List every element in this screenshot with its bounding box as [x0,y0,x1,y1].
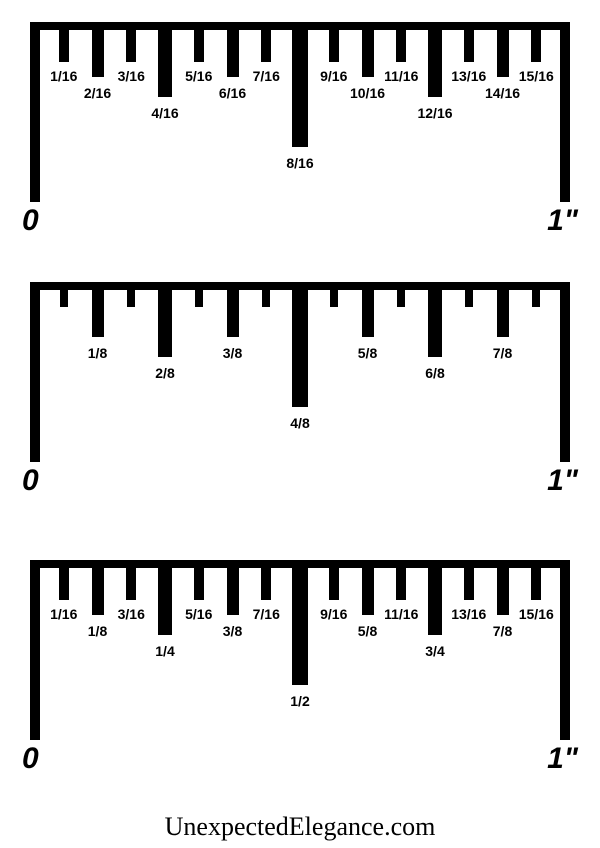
tick-label: 10/16 [350,85,385,101]
tick [464,22,474,62]
tick [396,22,406,62]
tick [428,22,442,97]
end-tick-left [30,282,40,462]
minor-tick [60,282,68,307]
end-label-left: 0 [22,742,39,776]
tick-label: 5/16 [185,606,212,622]
tick [464,560,474,600]
tick-label: 3/16 [118,68,145,84]
tick-label: 1/16 [50,68,77,84]
tick-label: 7/8 [493,345,512,361]
tick-label: 7/8 [493,623,512,639]
footer-credit: UnexpectedElegance.com [0,812,600,842]
tick-label: 8/16 [286,155,313,171]
end-tick-right [560,560,570,740]
tick-label: 13/16 [451,606,486,622]
end-tick-right [560,22,570,202]
tick-label: 14/16 [485,85,520,101]
end-tick-right [560,282,570,462]
minor-tick [262,282,270,307]
tick-label: 1/2 [290,693,309,709]
tick-label: 1/4 [155,643,174,659]
tick-label: 3/4 [425,643,444,659]
tick [497,560,509,615]
ruler-3: 1/16 1/8 3/16 1/4 5/16 3/8 7/16 1/2 9/16 5/8 11/16… [30,560,570,770]
end-label-left: 0 [22,204,39,238]
tick-label: 4/16 [151,105,178,121]
tick [126,560,136,600]
tick [362,560,374,615]
tick [194,22,204,62]
tick-label: 12/16 [417,105,452,121]
tick [59,22,69,62]
tick [158,560,172,635]
end-label-right: 1" [547,742,578,776]
tick-label: 15/16 [519,606,554,622]
minor-tick [330,282,338,307]
end-tick-left [30,22,40,202]
tick [227,22,239,77]
tick-label: 9/16 [320,68,347,84]
tick-label: 11/16 [384,68,418,84]
tick-label: 3/8 [223,623,242,639]
tick [497,282,509,337]
tick [428,282,442,357]
ruler-2: 1/82/83/84/85/86/87/801" [30,282,570,492]
end-label-right: 1" [547,204,578,238]
tick [497,22,509,77]
tick-label: 1/8 [88,345,107,361]
tick [292,560,308,685]
tick-label: 7/16 [253,68,280,84]
ruler-1: 1/16 2/16 3/16 4/16 5/16 6/16 7/16 8/16 9/1610/1… [30,22,570,232]
minor-tick [127,282,135,307]
tick [59,560,69,600]
tick-label: 6/8 [425,365,444,381]
tick [396,560,406,600]
tick [329,22,339,62]
tick [92,560,104,615]
tick [362,22,374,77]
tick [261,22,271,62]
tick-label: 3/8 [223,345,242,361]
tick [292,22,308,147]
tick [261,560,271,600]
tick-label: 5/8 [358,345,377,361]
end-label-left: 0 [22,464,39,498]
tick [158,282,172,357]
minor-tick [465,282,473,307]
tick [227,282,239,337]
tick-label: 7/16 [253,606,280,622]
tick [227,560,239,615]
tick [531,560,541,600]
tick [194,560,204,600]
tick [292,282,308,407]
tick-label: 11/16 [384,606,418,622]
tick-label: 3/16 [118,606,145,622]
tick-label: 6/16 [219,85,246,101]
tick [92,282,104,337]
tick [158,22,172,97]
tick [92,22,104,77]
tick-label: 13/16 [451,68,486,84]
end-tick-left [30,560,40,740]
tick [329,560,339,600]
tick [126,22,136,62]
minor-tick [195,282,203,307]
tick-label: 1/16 [50,606,77,622]
tick-label: 5/8 [358,623,377,639]
tick-label: 2/16 [84,85,111,101]
minor-tick [397,282,405,307]
tick-label: 4/8 [290,415,309,431]
tick [362,282,374,337]
end-label-right: 1" [547,464,578,498]
tick-label: 1/8 [88,623,107,639]
minor-tick [532,282,540,307]
tick-label: 5/16 [185,68,212,84]
tick-label: 2/8 [155,365,174,381]
tick-label: 9/16 [320,606,347,622]
tick [531,22,541,62]
tick [428,560,442,635]
tick-label: 15/16 [519,68,554,84]
